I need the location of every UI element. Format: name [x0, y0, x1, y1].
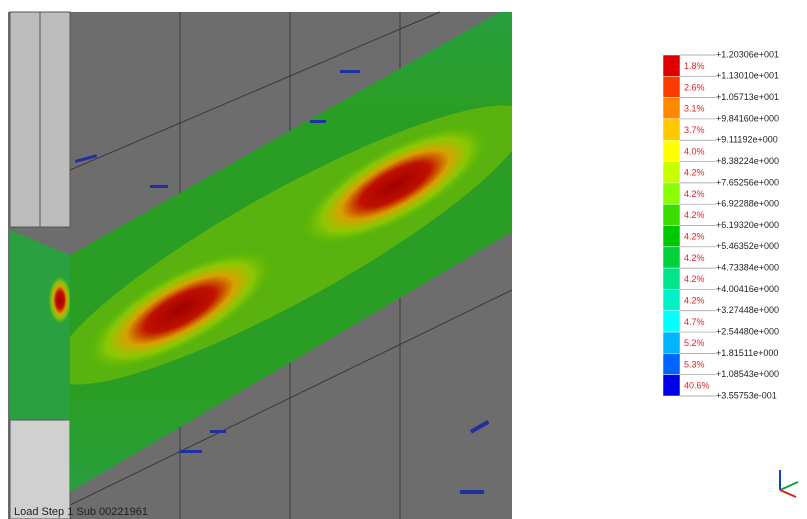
viewport: Load Step 1 Sub 00221961 1.8% 2.6% 3.1% 3.7…: [0, 0, 807, 519]
color-swatch: [663, 226, 680, 247]
level-label: +6.92288e+000: [716, 199, 779, 209]
color-swatch: [663, 183, 680, 204]
level-label: +7.65256e+000: [716, 177, 779, 187]
color-swatch: [663, 247, 680, 268]
level-label: +1.20306e+001: [716, 49, 779, 59]
level-label: +6.19320e+000: [716, 220, 779, 230]
color-swatch: [663, 375, 680, 396]
band-percent: 4.2%: [684, 168, 705, 178]
level-label: +3.27448e+000: [716, 305, 779, 315]
color-swatch: [663, 353, 680, 374]
level-label: +8.38224e+000: [716, 156, 779, 166]
color-swatch: [663, 119, 680, 140]
level-label: +2.54480e+000: [716, 326, 779, 336]
band-percent: 40.6%: [684, 381, 710, 391]
band-percent: 3.1%: [684, 104, 705, 114]
band-percent: 1.8%: [684, 61, 705, 71]
level-label: +1.08543e+000: [716, 369, 779, 379]
band-percent: 4.2%: [684, 189, 705, 199]
status-text: Load Step 1 Sub 00221961: [14, 506, 148, 518]
color-swatch: [663, 55, 680, 76]
level-label: +4.73384e+000: [716, 263, 779, 273]
level-label: +3.55753e-001: [716, 390, 777, 400]
side-plate: [10, 230, 70, 450]
color-swatch: [663, 162, 680, 183]
color-swatch: [663, 311, 680, 332]
level-label: +9.11192e+000: [716, 135, 778, 145]
level-label: +4.00416e+000: [716, 284, 779, 294]
color-swatch: [663, 140, 680, 161]
color-swatch: [663, 98, 680, 119]
band-percent: 3.7%: [684, 125, 705, 135]
level-label: +9.84160e+000: [716, 113, 779, 123]
band-percent: 5.2%: [684, 338, 705, 348]
screen: Load Step 1 Sub 00221961 1.8% 2.6% 3.1% 3.7…: [0, 0, 807, 519]
color-swatch: [663, 268, 680, 289]
band-percent: 4.7%: [684, 317, 705, 327]
band-percent: 4.0%: [684, 146, 705, 156]
band-percent: 4.2%: [684, 253, 705, 263]
level-label: +1.81511e+000: [716, 348, 778, 358]
band-percent: 4.2%: [684, 210, 705, 220]
level-label: +1.05713e+001: [716, 92, 779, 102]
legend: 1.8% 2.6% 3.1% 3.7% 4.0% 4.2% 4.2% 4.2% 4.2% 4.2%…: [663, 49, 779, 400]
band-percent: 2.6%: [684, 82, 705, 92]
band-percent: 5.3%: [684, 359, 705, 369]
band-percent: 4.2%: [684, 295, 705, 305]
band-percent: 4.2%: [684, 232, 705, 242]
band-percent: 4.2%: [684, 274, 705, 284]
color-swatch: [663, 332, 680, 353]
level-label: +5.46352e+000: [716, 241, 779, 251]
triad: [780, 470, 798, 497]
level-label: +1.13010e+001: [716, 71, 779, 81]
color-swatch: [663, 289, 680, 310]
color-swatch: [663, 76, 680, 97]
color-swatch: [663, 204, 680, 225]
base-block: [10, 420, 70, 519]
